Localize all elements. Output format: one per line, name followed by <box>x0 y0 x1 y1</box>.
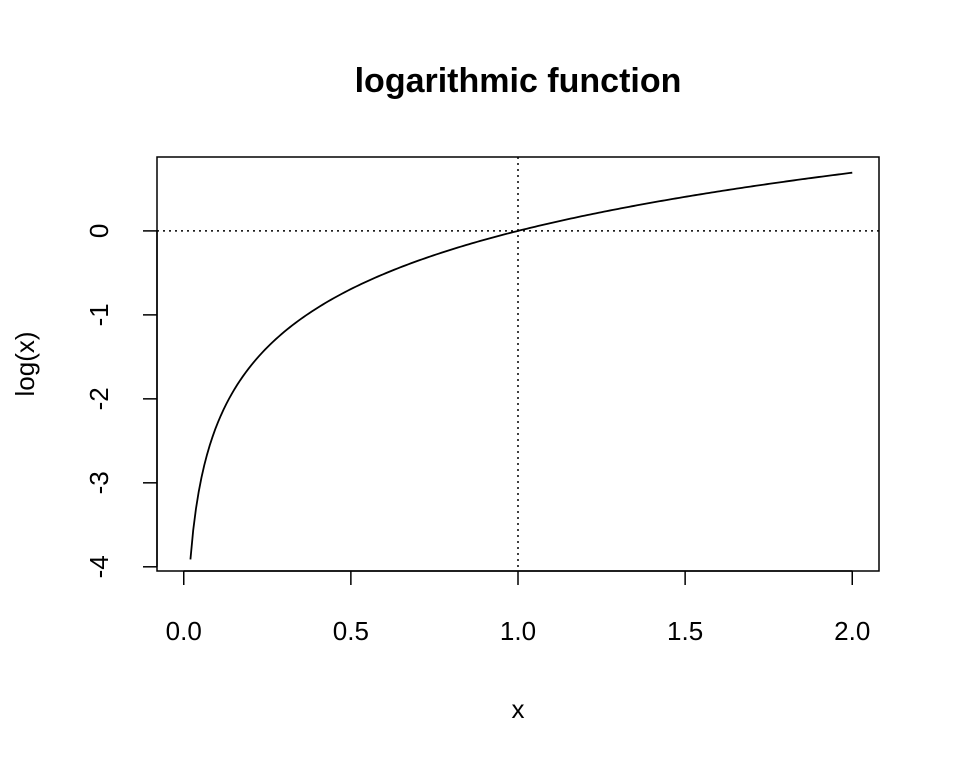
x-tick-label: 1.0 <box>500 616 536 646</box>
y-tick-label: -1 <box>84 303 114 326</box>
x-tick-label: 1.5 <box>667 616 703 646</box>
series-line-log <box>189 171 853 560</box>
x-tick-label: 0.0 <box>166 616 202 646</box>
y-axis: -4 -3 -2 -1 0 <box>84 224 158 578</box>
chart-title: logarithmic function <box>355 62 682 100</box>
x-axis-label: x <box>512 694 525 724</box>
reference-lines <box>157 157 879 571</box>
y-tick-label: -2 <box>84 387 114 410</box>
x-axis: 0.0 0.5 1.0 1.5 2.0 <box>166 570 870 646</box>
x-tick-label: 0.5 <box>333 616 369 646</box>
x-tick-label: 2.0 <box>834 616 870 646</box>
y-tick-label: -3 <box>84 471 114 494</box>
y-axis-label: log(x) <box>10 331 40 396</box>
y-tick-label: -4 <box>84 555 114 578</box>
y-tick-label: 0 <box>84 224 114 238</box>
plot-frame <box>156 156 880 572</box>
